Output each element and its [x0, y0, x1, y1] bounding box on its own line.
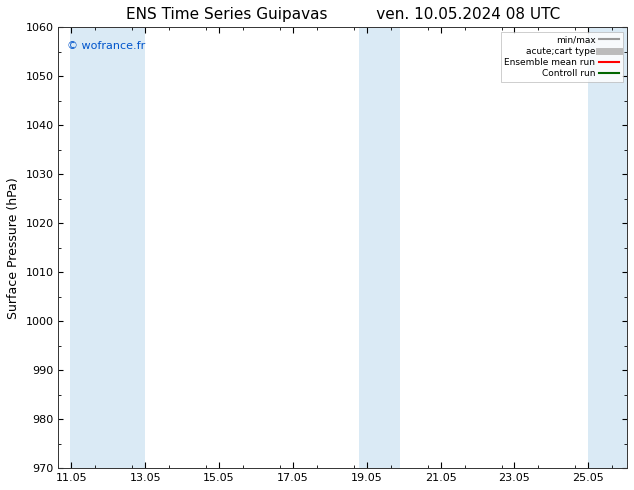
- Title: ENS Time Series Guipavas          ven. 10.05.2024 08 UTC: ENS Time Series Guipavas ven. 10.05.2024…: [126, 7, 560, 22]
- Bar: [70, 27, 145, 468]
- Bar: [359, 27, 400, 468]
- Bar: [588, 27, 627, 468]
- Y-axis label: Surface Pressure (hPa): Surface Pressure (hPa): [7, 177, 20, 318]
- Text: © wofrance.fr: © wofrance.fr: [67, 41, 145, 50]
- Legend: min/max, acute;cart type, Ensemble mean run, Controll run: min/max, acute;cart type, Ensemble mean …: [501, 32, 623, 82]
